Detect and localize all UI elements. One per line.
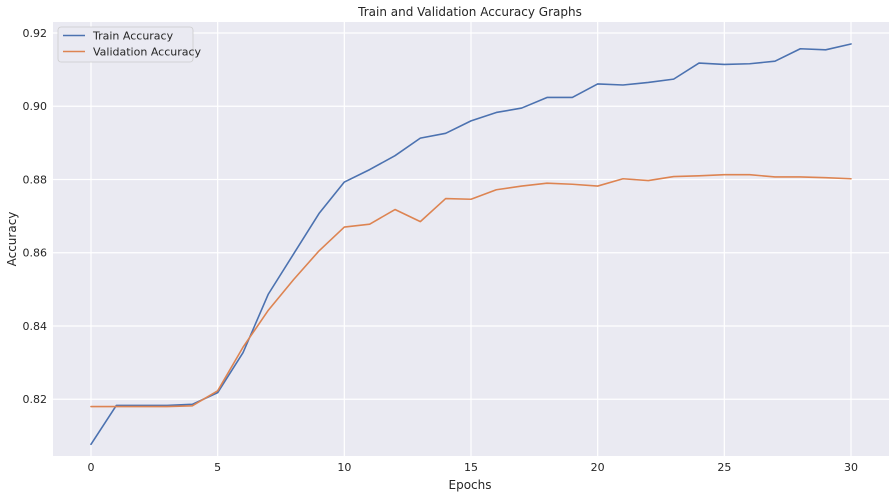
y-tick-label: 0.92 <box>23 27 48 40</box>
x-tick-label: 0 <box>88 461 95 474</box>
y-tick-label: 0.88 <box>23 173 48 186</box>
tick-labels: 0 5 10 15 20 25 30 0.82 0.84 0.86 0.88 0.90 0.92 <box>23 27 859 474</box>
grid-lines <box>53 22 889 456</box>
train-accuracy-line <box>90 43 852 446</box>
y-axis-label: Accuracy <box>5 212 19 267</box>
x-tick-label: 30 <box>844 461 858 474</box>
x-tick-label: 25 <box>717 461 731 474</box>
legend-label-train: Train Accuracy <box>92 30 174 43</box>
legend-label-validation: Validation Accuracy <box>93 46 202 59</box>
x-tick-label: 20 <box>591 461 605 474</box>
validation-accuracy-line <box>90 173 852 408</box>
x-tick-label: 10 <box>337 461 351 474</box>
y-tick-label: 0.82 <box>23 393 48 406</box>
x-axis-label: Epochs <box>449 478 492 492</box>
y-tick-label: 0.86 <box>23 247 48 260</box>
x-tick-label: 5 <box>214 461 221 474</box>
series-lines <box>90 43 852 446</box>
x-tick-label: 15 <box>464 461 478 474</box>
chart-title: Train and Validation Accuracy Graphs <box>357 5 582 19</box>
legend-box <box>57 26 194 63</box>
y-tick-label: 0.90 <box>23 100 48 113</box>
legend: Train Accuracy Validation Accuracy <box>57 26 202 63</box>
y-tick-label: 0.84 <box>23 320 48 333</box>
